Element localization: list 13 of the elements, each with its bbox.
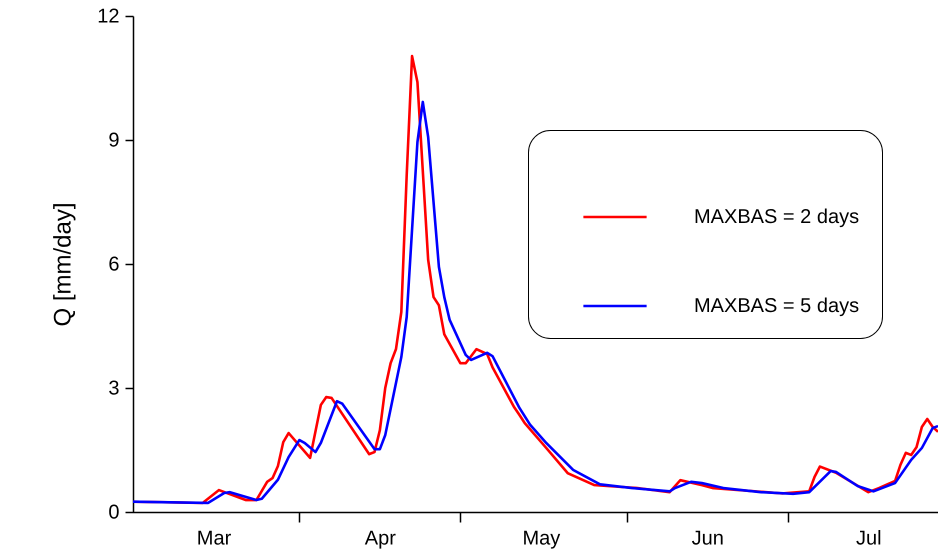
- y-tick-label: 12: [97, 6, 120, 28]
- x-tick-label: Apr: [364, 528, 396, 550]
- y-tick-label: 3: [108, 378, 120, 400]
- legend-label: MAXBAS = 2 days: [694, 206, 860, 228]
- y-tick-label: 0: [108, 502, 120, 524]
- y-tick-label: 6: [108, 254, 120, 276]
- y-tick-label: 9: [108, 130, 120, 152]
- legend-label: MAXBAS = 5 days: [694, 295, 860, 317]
- y-axis-title: Q [mm/day]: [49, 202, 76, 327]
- x-tick-label: Jul: [856, 528, 882, 550]
- x-tick-label: Jun: [692, 528, 724, 550]
- x-tick-label: Mar: [196, 528, 232, 550]
- x-tick-label: May: [522, 528, 560, 550]
